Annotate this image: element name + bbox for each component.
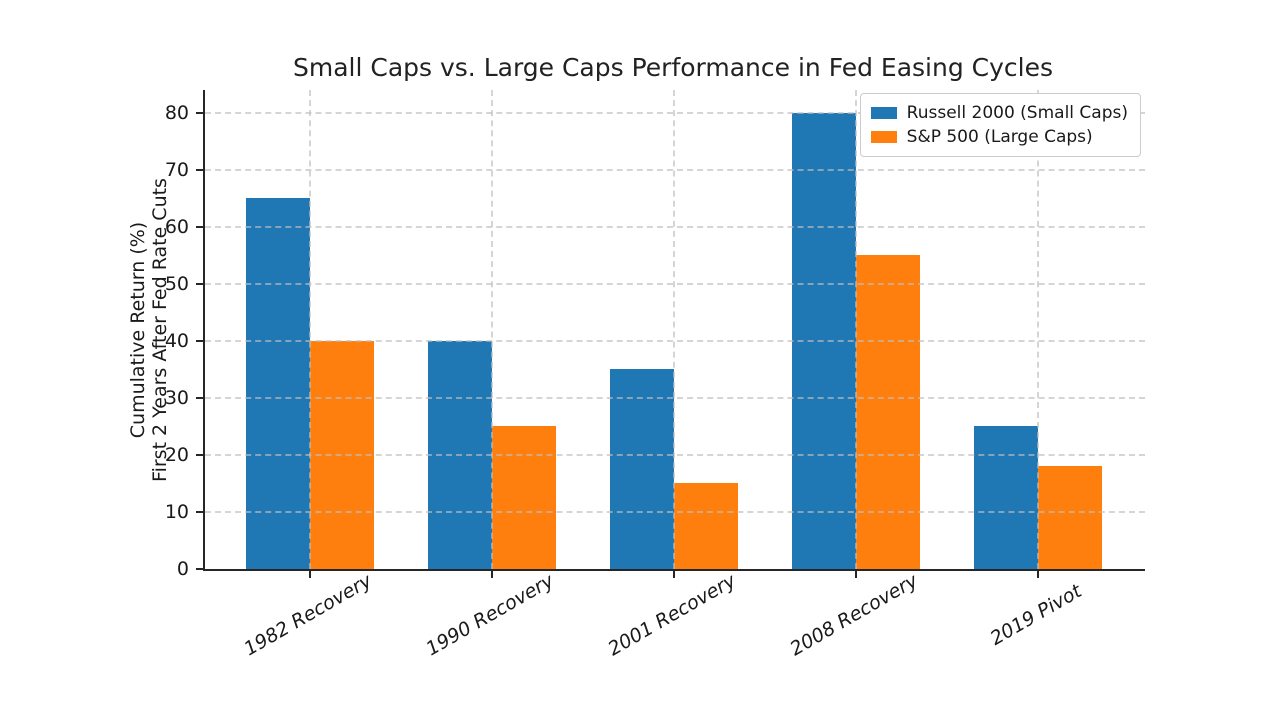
y-tick-mark-80 <box>196 111 204 114</box>
y-tick-mark-40 <box>196 339 204 342</box>
chart-title: Small Caps vs. Large Caps Performance in… <box>292 53 1054 82</box>
y-tick-mark-30 <box>196 396 204 399</box>
bar-russell-1982-recovery <box>246 198 310 569</box>
y-tick-mark-0 <box>196 568 204 570</box>
legend-label-russell-2000: Russell 2000 (Small Caps) <box>906 103 1128 123</box>
bar-s&p-1990-recovery <box>492 426 556 569</box>
bar-s&p-2019-pivot <box>1038 466 1102 569</box>
gridline-y-70 <box>205 168 1145 171</box>
x-tick-label-5: 2019 Pivot <box>986 580 1086 650</box>
bar-russell-2001-recovery <box>610 369 674 569</box>
y-tick-label-80: 80 <box>164 101 189 124</box>
legend-item-russell-2000: Russell 2000 (Small Caps) <box>870 101 1128 125</box>
gridline-y-60 <box>205 225 1145 228</box>
y-tick-mark-10 <box>196 510 204 513</box>
y-tick-label-20: 20 <box>164 443 189 466</box>
x-tick-label-1: 1982 Recovery <box>240 569 376 661</box>
bar-s&p-1982-recovery <box>310 340 374 569</box>
y-tick-label-70: 70 <box>164 158 189 181</box>
legend-item-sp-500: S&P 500 (Large Caps) <box>870 125 1128 149</box>
x-tick-mark-1 <box>309 571 311 578</box>
legend: Russell 2000 (Small Caps) S&P 500 (Large… <box>859 93 1141 157</box>
x-tick-mark-5 <box>1037 571 1039 578</box>
russell-2000-swatch-icon <box>870 107 897 119</box>
x-tick-label-4: 2008 Recovery <box>786 569 922 661</box>
y-tick-mark-70 <box>196 168 204 171</box>
bar-russell-1990-recovery <box>428 340 492 569</box>
x-tick-mark-3 <box>673 571 675 578</box>
x-tick-mark-2 <box>491 571 493 578</box>
y-tick-label-60: 60 <box>164 215 189 238</box>
plot-area: Russell 2000 (Small Caps) S&P 500 (Large… <box>196 90 1145 578</box>
y-tick-label-0: 0 <box>176 558 189 580</box>
bar-s&p-2001-recovery <box>674 483 738 569</box>
y-tick-label-40: 40 <box>164 329 189 352</box>
y-tick-mark-60 <box>196 225 204 228</box>
x-tick-mark-4 <box>855 571 857 578</box>
y-tick-label-50: 50 <box>164 272 189 295</box>
y-tick-mark-20 <box>196 453 204 456</box>
x-tick-label-2: 1990 Recovery <box>422 569 558 661</box>
x-tick-label-3: 2001 Recovery <box>604 569 740 661</box>
gridline-y-50 <box>205 282 1145 285</box>
bar-russell-2019-pivot <box>974 426 1038 569</box>
y-tick-label-10: 10 <box>164 500 189 523</box>
legend-label-sp-500: S&P 500 (Large Caps) <box>906 127 1093 147</box>
y-tick-mark-50 <box>196 282 204 285</box>
sp-500-swatch-icon <box>870 131 897 143</box>
bar-russell-2008-recovery <box>792 112 856 569</box>
y-tick-label-30: 30 <box>164 386 189 409</box>
bar-s&p-2008-recovery <box>856 255 920 569</box>
